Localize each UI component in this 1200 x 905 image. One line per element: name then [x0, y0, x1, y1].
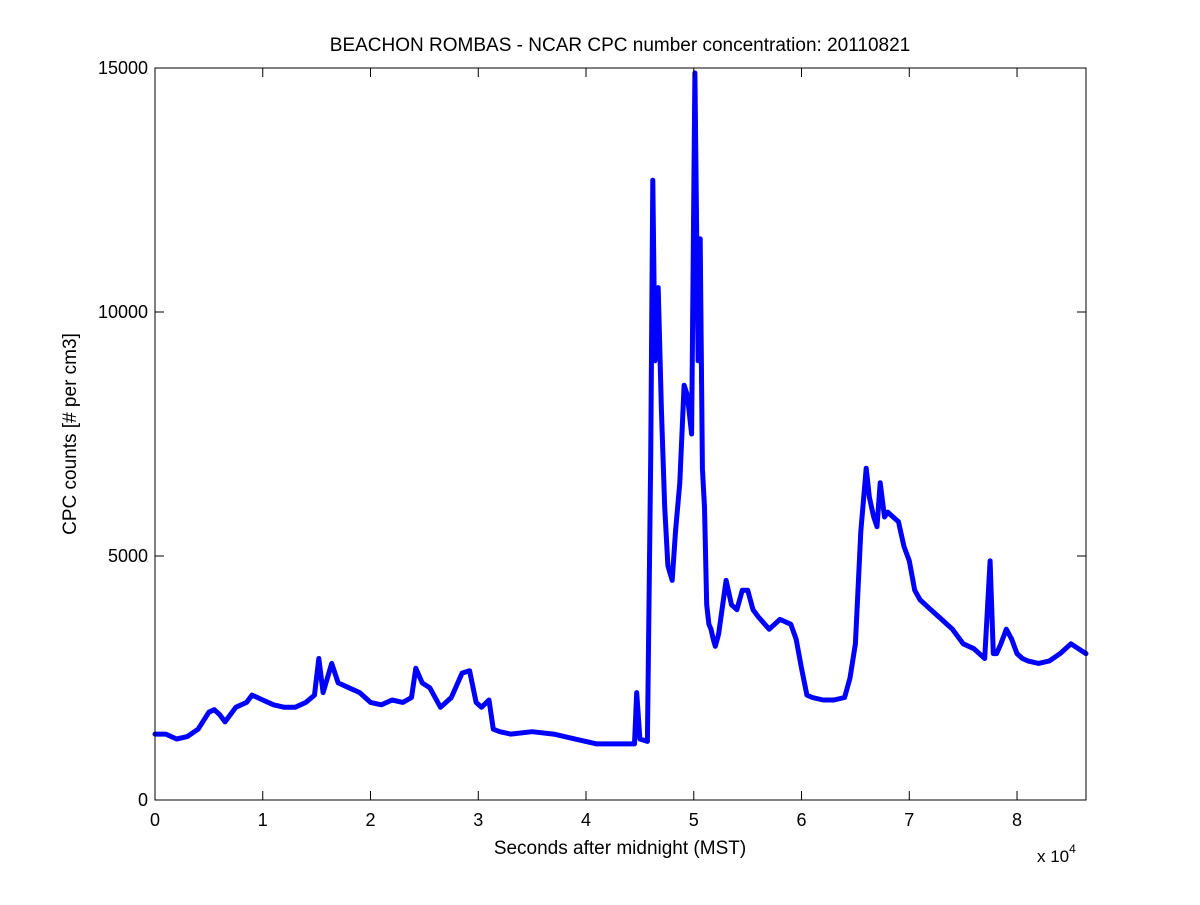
x-tick-label: 2 [366, 810, 376, 830]
y-tick-label: 5000 [108, 546, 148, 566]
y-axis-label: CPC counts [# per cm3] [60, 333, 81, 535]
series-line [152, 70, 1089, 747]
x-tick-label: 5 [689, 810, 699, 830]
series-layer [152, 70, 1089, 747]
x-tick-label: 0 [150, 810, 160, 830]
y-tick-label: 10000 [98, 302, 148, 322]
chart-title: BEACHON ROMBAS - NCAR CPC number concent… [330, 35, 910, 56]
x-tick-label: 1 [258, 810, 268, 830]
x-tick-label: 4 [581, 810, 591, 830]
plot-area-background [155, 68, 1086, 800]
y-tick-label: 15000 [98, 58, 148, 78]
x-tick-label: 6 [797, 810, 807, 830]
x-axis-label: Seconds after midnight (MST) [494, 838, 746, 859]
x-tick-label: 7 [904, 810, 914, 830]
y-tick-label: 0 [138, 790, 148, 810]
x-tick-label: 8 [1012, 810, 1022, 830]
x-axis-multiplier: x 104 [1037, 842, 1076, 866]
plot-area-border [154, 67, 1087, 801]
tick-layer: 0 1 2 3 4 5 6 7 8 0 5000 10000 15000 [98, 58, 1086, 830]
x-tick-label: 3 [473, 810, 483, 830]
x-axis-multiplier-exponent: 4 [1069, 842, 1076, 856]
x-axis-multiplier-base: x 10 [1037, 847, 1069, 866]
